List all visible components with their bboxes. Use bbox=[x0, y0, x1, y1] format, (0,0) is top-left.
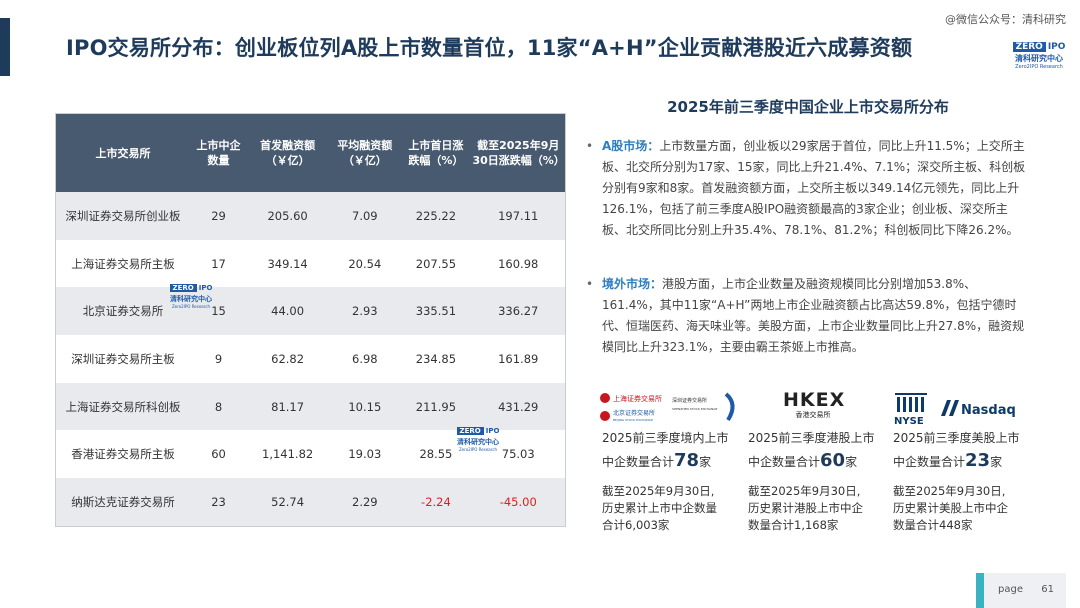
cell: 29 bbox=[190, 192, 247, 240]
cell: 8 bbox=[190, 382, 247, 431]
table-row: 上海证券交易所主板 17 349.14 20.54 207.55 160.98 bbox=[56, 240, 566, 288]
zero2ipo-logo: ZERO IPO 清科研究中心 Zero2IPO Research bbox=[1012, 34, 1066, 70]
overseas-text: 港股方面，上市企业数量及融资规模同比分别增加53.8%、161.4%，其中11家… bbox=[602, 277, 1025, 354]
overseas-paragraph: • 境外市场：港股方面，上市企业数量及融资规模同比分别增加53.8%、161.4… bbox=[586, 274, 1026, 358]
cell-exchange: 北京证券交易所 bbox=[56, 287, 191, 336]
cell: 335.51 bbox=[401, 287, 471, 336]
a-share-label: A股市场： bbox=[602, 139, 660, 153]
cell: 28.55 bbox=[419, 447, 453, 462]
cell: 17 bbox=[211, 256, 226, 271]
hkex-wordmark: HKEX bbox=[783, 389, 846, 411]
col-header: 平均融资额（￥亿） bbox=[328, 114, 402, 192]
domestic-exchange-logos: 上海证券交易所 北京证券交易所 BEIJING STOCK EXCHANGE 深… bbox=[598, 390, 743, 426]
col-header: 上市交易所 bbox=[56, 114, 191, 192]
bse-mark bbox=[600, 411, 610, 421]
table-row: 香港证券交易所主板 60 1,141.82 19.03 28.55 75.03 bbox=[56, 430, 566, 478]
col-header: 首发融资额（￥亿） bbox=[246, 114, 329, 192]
sse-mark bbox=[600, 393, 610, 403]
cell: 52.74 bbox=[246, 478, 329, 527]
cell: 2.93 bbox=[328, 287, 402, 336]
page-indicator: page 61 bbox=[976, 573, 1066, 608]
zero2ipo-watermark-logo: ZERO IPO 清科研究中心 Zero2IPO Research bbox=[169, 284, 213, 309]
cell: 20.54 bbox=[348, 256, 382, 271]
cell: 336.27 bbox=[470, 287, 566, 336]
cell: 161.89 bbox=[498, 351, 539, 366]
nasdaq-mark bbox=[941, 400, 959, 416]
table-row: 深圳证券交易所创业板 29 205.60 7.09 225.22 197.11 bbox=[56, 192, 566, 240]
cell: 7.09 bbox=[328, 192, 402, 240]
exchange-table: 上市交易所 上市中企数量 首发融资额（￥亿） 平均融资额（￥亿） 上市首日涨跌幅… bbox=[56, 114, 566, 527]
szse-en-text: SHENZHEN STOCK EXCHANGE bbox=[672, 407, 718, 411]
table-row: 北京证券交易所 15 44.00 2.93 335.51 336.27 bbox=[56, 287, 566, 336]
bullet-icon: • bbox=[586, 139, 594, 153]
cell-exchange: 纳斯达克证券交易所 bbox=[56, 478, 191, 527]
bullet-icon: • bbox=[586, 277, 594, 291]
a-share-paragraph: • A股市场：上市数量方面，创业板以29家居于首位，同比上升11.5%；上交所主… bbox=[586, 136, 1026, 241]
cell: 9 bbox=[214, 351, 223, 366]
title-accent-bar bbox=[0, 18, 10, 76]
bse-en-text: BEIJING STOCK EXCHANGE bbox=[613, 418, 653, 422]
cell: 81.17 bbox=[246, 382, 329, 431]
us-exchange-logos: NYSE Nasdaq bbox=[893, 390, 1023, 427]
cell: 160.98 bbox=[498, 256, 539, 271]
col-header: 上市中企数量 bbox=[190, 114, 247, 192]
page-accent-bar bbox=[976, 573, 984, 608]
overseas-label: 境外市场： bbox=[602, 277, 663, 291]
cell: 62.82 bbox=[271, 351, 305, 366]
cell: 1,141.82 bbox=[262, 447, 314, 462]
table-row: 深圳证券交易所主板 9 62.82 6.98 234.85 161.89 bbox=[56, 335, 566, 383]
table-row: 上海证券交易所科创板 8 81.17 10.15 211.95 431.29 bbox=[56, 382, 566, 431]
cell: 6.98 bbox=[352, 351, 378, 366]
cell-exchange: 深圳证券交易所主板 bbox=[71, 351, 175, 366]
us-summary: 2025前三季度美股上市 中企数量合计23家 截至2025年9月30日, 历史累计… bbox=[893, 431, 1020, 532]
domestic-summary: 2025前三季度境内上市 中企数量合计78家 截至2025年9月30日, 历史累计… bbox=[602, 431, 729, 532]
cell: 197.11 bbox=[470, 192, 566, 240]
section-title: 2025年前三季度中国企业上市交易所分布 bbox=[667, 98, 949, 116]
cell: 23 bbox=[190, 478, 247, 527]
cell: 60 bbox=[211, 447, 226, 462]
cell-exchange: 深圳证券交易所创业板 bbox=[56, 192, 191, 240]
cell: 44.00 bbox=[246, 287, 329, 336]
cell-negative: -45.00 bbox=[470, 478, 566, 527]
cell: 207.55 bbox=[415, 256, 457, 271]
zero2ipo-watermark-logo: ZERO IPO 清科研究中心 Zero2IPO Research bbox=[456, 427, 500, 452]
szse-mark bbox=[724, 392, 735, 422]
hk-summary: 2025前三季度港股上市 中企数量合计60家 截至2025年9月30日, 历史累计… bbox=[748, 431, 875, 532]
cell-negative: -2.24 bbox=[401, 478, 471, 527]
cell: 2.29 bbox=[328, 478, 402, 527]
nasdaq-text: Nasdaq bbox=[961, 403, 1016, 418]
sse-text: 上海证券交易所 bbox=[613, 394, 662, 403]
nyse-text: NYSE bbox=[894, 416, 924, 426]
cell: 225.22 bbox=[401, 192, 471, 240]
table-header-row: 上市交易所 上市中企数量 首发融资额（￥亿） 平均融资额（￥亿） 上市首日涨跌幅… bbox=[56, 114, 566, 192]
page-label: page bbox=[998, 584, 1023, 595]
cell: 15 bbox=[190, 287, 247, 336]
wechat-watermark: @微信公众号：清科研究 bbox=[945, 13, 1066, 26]
szse-text: 深圳证券交易所 bbox=[672, 397, 707, 404]
cell: 211.95 bbox=[401, 382, 471, 431]
exchange-logos-icon: 上海证券交易所 北京证券交易所 BEIJING STOCK EXCHANGE 深… bbox=[600, 392, 735, 422]
nyse-nasdaq-icon: NYSE Nasdaq bbox=[894, 393, 1016, 427]
page-title: IPO交易所分布：创业板位列A股上市数量首位，11家“A+H”企业贡献港股近六成… bbox=[66, 36, 913, 60]
cell: 75.03 bbox=[501, 447, 535, 462]
cell: 205.60 bbox=[246, 192, 329, 240]
cell: 19.03 bbox=[348, 447, 382, 462]
hkex-logo: HKEX 香港交易所 bbox=[783, 389, 846, 426]
table-row: 纳斯达克证券交易所 23 52.74 2.29 -2.24 -45.00 bbox=[56, 478, 566, 527]
cell-exchange: 上海证券交易所科创板 bbox=[56, 382, 191, 431]
cell: 349.14 bbox=[267, 256, 308, 271]
cell-exchange: 香港证券交易所主板 bbox=[71, 447, 175, 462]
cell: 10.15 bbox=[328, 382, 402, 431]
cell: 431.29 bbox=[470, 382, 566, 431]
cell-exchange: 上海证券交易所主板 bbox=[71, 256, 175, 271]
col-header: 截至2025年9月30日涨跌幅（%） bbox=[470, 114, 566, 192]
page-number: 61 bbox=[1041, 584, 1054, 595]
a-share-text: 上市数量方面，创业板以29家居于首位，同比上升11.5%；上交所主板、北交所分别… bbox=[602, 139, 1026, 237]
hkex-cn-text: 香港交易所 bbox=[795, 411, 831, 419]
cell: 234.85 bbox=[415, 351, 457, 366]
col-header: 上市首日涨跌幅（%） bbox=[401, 114, 471, 192]
bse-text: 北京证券交易所 bbox=[613, 409, 655, 417]
